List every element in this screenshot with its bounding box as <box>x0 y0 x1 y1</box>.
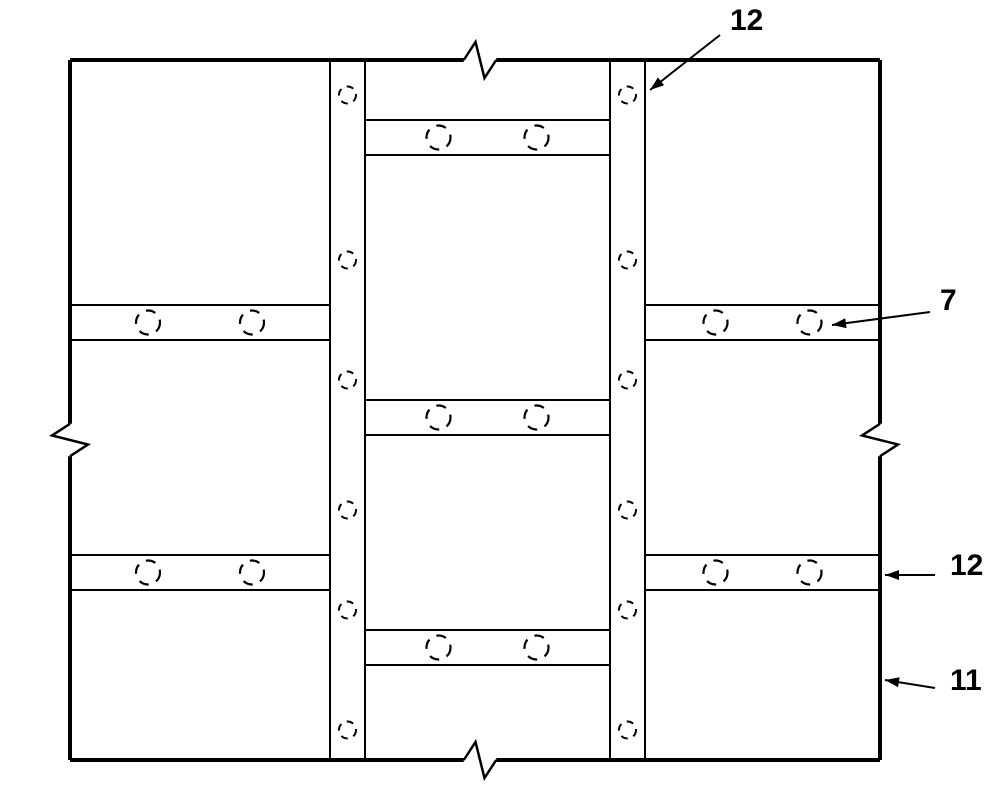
callout-label: 11 <box>950 664 982 697</box>
callout-label: 12 <box>950 549 983 582</box>
diagram-canvas: 12 7 12 11 <box>0 0 1000 800</box>
callout-label: 7 <box>940 284 957 317</box>
callout-label: 12 <box>730 4 763 37</box>
